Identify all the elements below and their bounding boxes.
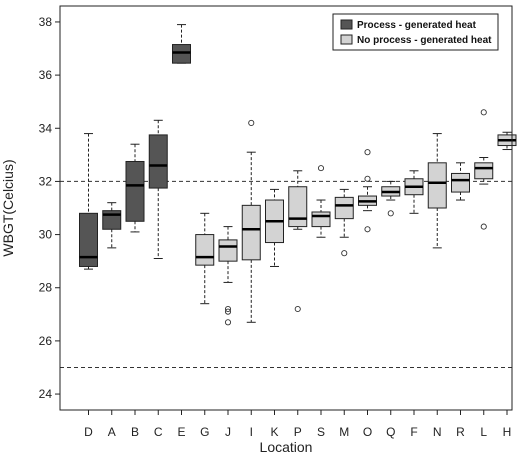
box-F [404, 170, 424, 214]
x-tick-label: H [503, 425, 512, 439]
box-body [218, 239, 238, 262]
legend-swatch-process [340, 19, 353, 30]
legend-swatch-no-process [340, 34, 353, 45]
box-O [358, 149, 377, 233]
box-body [288, 186, 308, 228]
box-body [311, 211, 331, 228]
outlier-point [364, 149, 371, 156]
x-tick-label: G [200, 425, 209, 439]
x-tick-label: E [177, 425, 185, 439]
x-tick-label: I [250, 425, 253, 439]
x-tick-label: C [154, 425, 163, 439]
outlier-point [224, 319, 232, 326]
box-M [334, 188, 354, 257]
y-axis-title: WBGT(Celcius) [0, 159, 16, 256]
outlier-point [480, 109, 487, 116]
x-tick-label: A [108, 425, 116, 439]
y-tick-label: 36 [39, 68, 53, 82]
legend-label-no-process: No process - generated heat [357, 35, 492, 46]
y-axis: 24 26 28 30 32 34 36 38 [39, 15, 60, 401]
box-body [334, 196, 354, 220]
box-body [172, 44, 191, 64]
plot-frame [59, 5, 513, 411]
outlier-point [294, 305, 301, 313]
box-N [427, 133, 447, 249]
outlier-point [317, 165, 325, 172]
box-R [451, 162, 470, 201]
box-body [427, 162, 447, 209]
x-tick-label: B [131, 425, 139, 439]
box-I [241, 119, 261, 323]
box-body [451, 172, 470, 193]
x-tick-label: K [270, 425, 278, 439]
box-P [288, 170, 308, 313]
outlier-point [341, 250, 348, 257]
box-A [102, 202, 122, 249]
box-body [195, 234, 215, 266]
x-axis-title: Location [260, 439, 313, 455]
box-body [474, 162, 494, 180]
x-tick-label: S [317, 425, 325, 439]
box-series [79, 24, 517, 326]
outlier-point [480, 223, 487, 230]
outlier-point [224, 308, 232, 315]
box-D [79, 133, 98, 270]
legend: Process - generated heat No process - ge… [332, 13, 499, 51]
y-tick-label: 34 [39, 121, 53, 135]
y-tick-label: 24 [39, 387, 53, 401]
box-Q [381, 180, 401, 217]
outlier-point [224, 305, 232, 313]
box-body [148, 134, 168, 189]
y-tick-label: 32 [39, 174, 53, 188]
legend-frame [332, 13, 499, 51]
legend-label-process: Process - generated heat [357, 20, 477, 31]
box-K [265, 188, 284, 267]
outlier-point [248, 119, 255, 126]
box-body [79, 212, 98, 267]
box-H [497, 131, 517, 151]
y-tick-label: 30 [39, 228, 53, 242]
x-tick-label: Q [386, 425, 395, 439]
box-B [125, 143, 145, 233]
box-L [474, 109, 494, 230]
x-tick-label: J [225, 425, 231, 439]
x-tick-label: L [480, 425, 487, 439]
x-tick-label: P [294, 425, 302, 439]
x-tick-label: O [363, 425, 372, 439]
box-S [311, 165, 331, 238]
x-tick-label: M [339, 425, 349, 439]
x-tick-label: D [84, 425, 93, 439]
x-tick-label: R [456, 425, 465, 439]
box-E [172, 24, 191, 64]
box-body [241, 204, 261, 261]
x-tick-label: N [433, 425, 442, 439]
y-tick-label: 38 [39, 15, 53, 29]
box-C [148, 119, 168, 259]
box-G [195, 212, 215, 305]
outlier-point [364, 226, 371, 233]
box-body [125, 160, 145, 222]
box-J [218, 226, 238, 326]
reference-lines [60, 180, 512, 368]
y-tick-label: 28 [39, 281, 53, 295]
y-tick-label: 26 [39, 334, 53, 348]
outlier-point [387, 210, 394, 217]
x-tick-label: F [410, 425, 417, 439]
outlier-point [364, 175, 371, 182]
